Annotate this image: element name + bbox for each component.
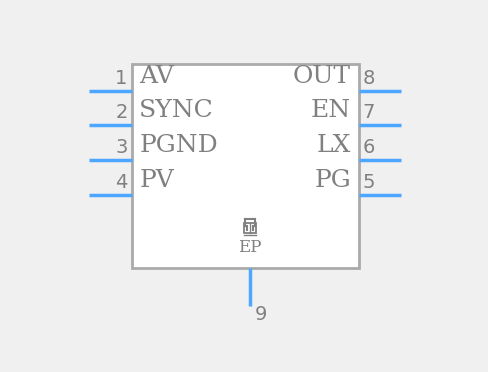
Text: 3: 3 [115,138,128,157]
Text: 8: 8 [363,69,375,88]
Text: PV: PV [139,169,174,192]
Text: SYNC: SYNC [139,99,214,122]
Text: 9: 9 [255,305,267,324]
Text: 6: 6 [363,138,375,157]
Text: PGND: PGND [139,134,218,157]
Text: 4: 4 [115,173,128,192]
Text: 2: 2 [115,103,128,122]
Text: AV: AV [139,65,174,88]
Text: 5: 5 [363,173,375,192]
Text: PG: PG [314,169,351,192]
Text: 1: 1 [115,69,128,88]
Text: LX: LX [317,134,351,157]
Text: EN: EN [311,99,351,122]
Bar [132,64,359,268]
Text: OUT: OUT [293,65,351,88]
Text: 7: 7 [363,103,375,122]
Text: EP: EP [238,240,262,256]
Bar [244,223,256,232]
